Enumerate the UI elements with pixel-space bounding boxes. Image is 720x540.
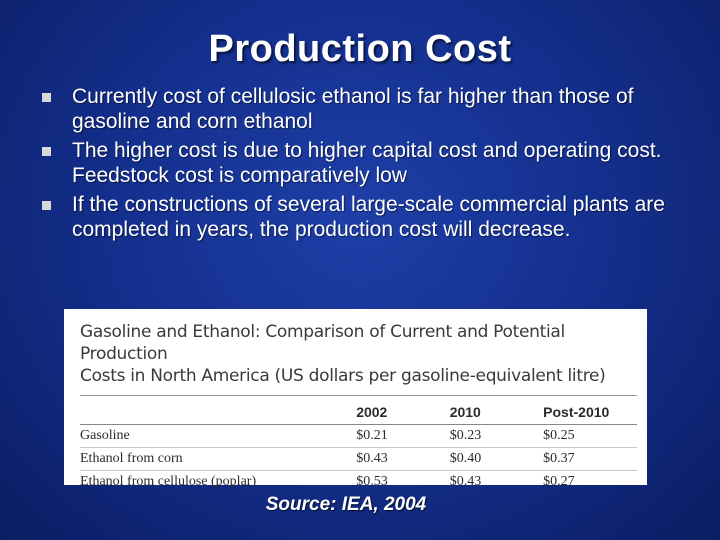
table-caption: Gasoline and Ethanol: Comparison of Curr… [80, 321, 637, 387]
cost-cell: $0.27 [543, 474, 575, 489]
source-citation: Source: IEA, 2004 [265, 494, 427, 515]
table-row: Ethanol from cellulose (poplar) $0.53 $0… [80, 471, 637, 494]
row-label: Gasoline [80, 424, 357, 448]
cost-table-panel: Gasoline and Ethanol: Comparison of Curr… [64, 309, 647, 489]
table-row: Gasoline $0.21 $0.23 $0.25 [80, 424, 637, 448]
table-caption-line: Costs in North America (US dollars per g… [80, 366, 606, 386]
header-cell [80, 402, 357, 425]
cost-cell: $0.40 [449, 447, 544, 471]
row-label: Ethanol from corn [80, 447, 357, 471]
cost-cell: $0.37 [543, 447, 637, 471]
square-bullet-icon [42, 147, 51, 156]
table-caption-line: Gasoline and Ethanol: Comparison of Curr… [80, 322, 565, 364]
square-bullet-icon [42, 201, 51, 210]
bullet-item: If the constructions of several large-sc… [40, 192, 680, 242]
bullet-item: Currently cost of cellulosic ethanol is … [40, 84, 680, 134]
cost-cell: $0.25 [543, 424, 637, 448]
cost-cell: $0.53 [356, 474, 388, 489]
cost-cell: $0.43 [449, 474, 482, 489]
table-row: Ethanol from corn $0.43 $0.40 $0.37 [80, 447, 637, 471]
bullet-text: Currently cost of cellulosic ethanol is … [72, 85, 634, 133]
bullet-item: The higher cost is due to higher capital… [40, 138, 680, 188]
bullet-text: If the constructions of several large-sc… [72, 193, 665, 241]
square-bullet-icon [42, 93, 51, 102]
header-cell: 2010 [449, 402, 544, 425]
header-cell: Post-2010 [543, 402, 637, 425]
table-divider [80, 395, 637, 396]
cost-table: 2002 2010 Post-2010 Gasoline $0.21 $0.23… [80, 402, 637, 493]
bullet-list: Currently cost of cellulosic ethanol is … [40, 84, 680, 246]
cost-cell: $0.21 [356, 424, 450, 448]
table-header-row: 2002 2010 Post-2010 [80, 402, 637, 425]
header-cell: 2002 [356, 402, 450, 425]
row-label: Ethanol from cellulose (poplar) [80, 474, 257, 489]
cost-cell: $0.43 [356, 447, 450, 471]
cost-cell: $0.23 [449, 424, 544, 448]
bullet-text: The higher cost is due to higher capital… [72, 139, 662, 187]
slide-title: Production Cost [208, 28, 512, 70]
